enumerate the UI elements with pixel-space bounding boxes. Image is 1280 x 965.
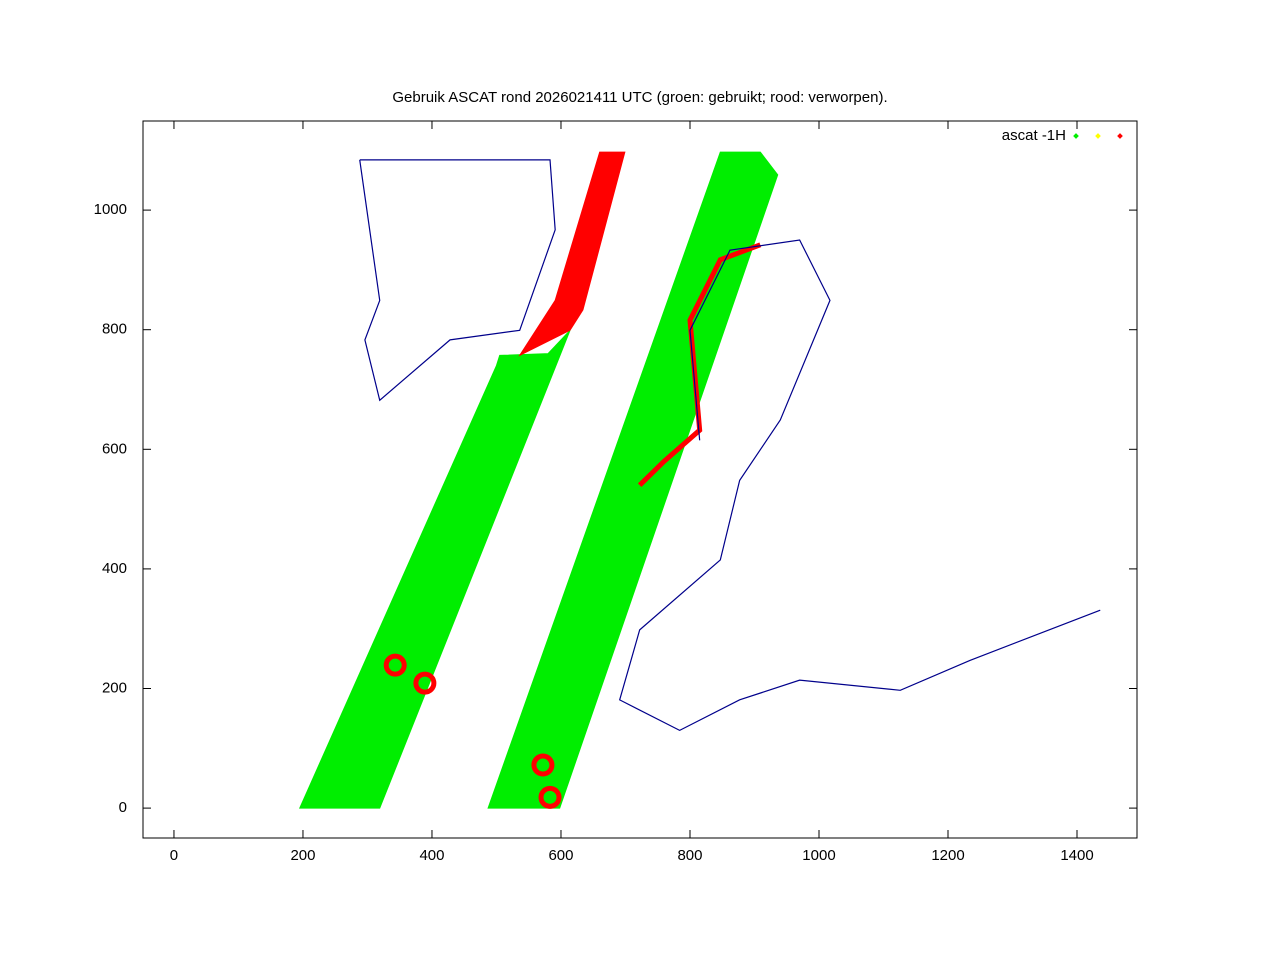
x-tick-label: 800 [677,847,702,864]
legend-marker [1095,133,1101,139]
point [531,753,555,777]
x-tick-label: 600 [548,847,573,864]
point [383,653,407,677]
x-tick-label: 1200 [931,847,964,864]
y-tick-label: 0 [119,799,127,816]
x-tick-label: 400 [419,847,444,864]
swath [518,151,626,357]
legend-label: ascat -1H [1002,127,1066,144]
y-tick-label: 800 [102,321,127,338]
point [538,785,562,809]
track [618,239,1101,732]
y-tick-label: 200 [102,679,127,696]
y-tick-label: 1000 [94,201,127,218]
track [359,159,556,402]
x-tick-label: 0 [170,847,178,864]
y-tick-label: 600 [102,440,127,457]
swath [298,329,571,809]
legend-marker [1073,133,1079,139]
y-tick-label: 400 [102,560,127,577]
plot-frame [142,120,1138,839]
x-tick-label: 1000 [802,847,835,864]
x-tick-label: 1400 [1060,847,1093,864]
legend-marker [1117,133,1123,139]
point [413,671,437,695]
chart-title: Gebruik ASCAT rond 2026021411 UTC (groen… [392,89,887,106]
x-tick-label: 200 [290,847,315,864]
